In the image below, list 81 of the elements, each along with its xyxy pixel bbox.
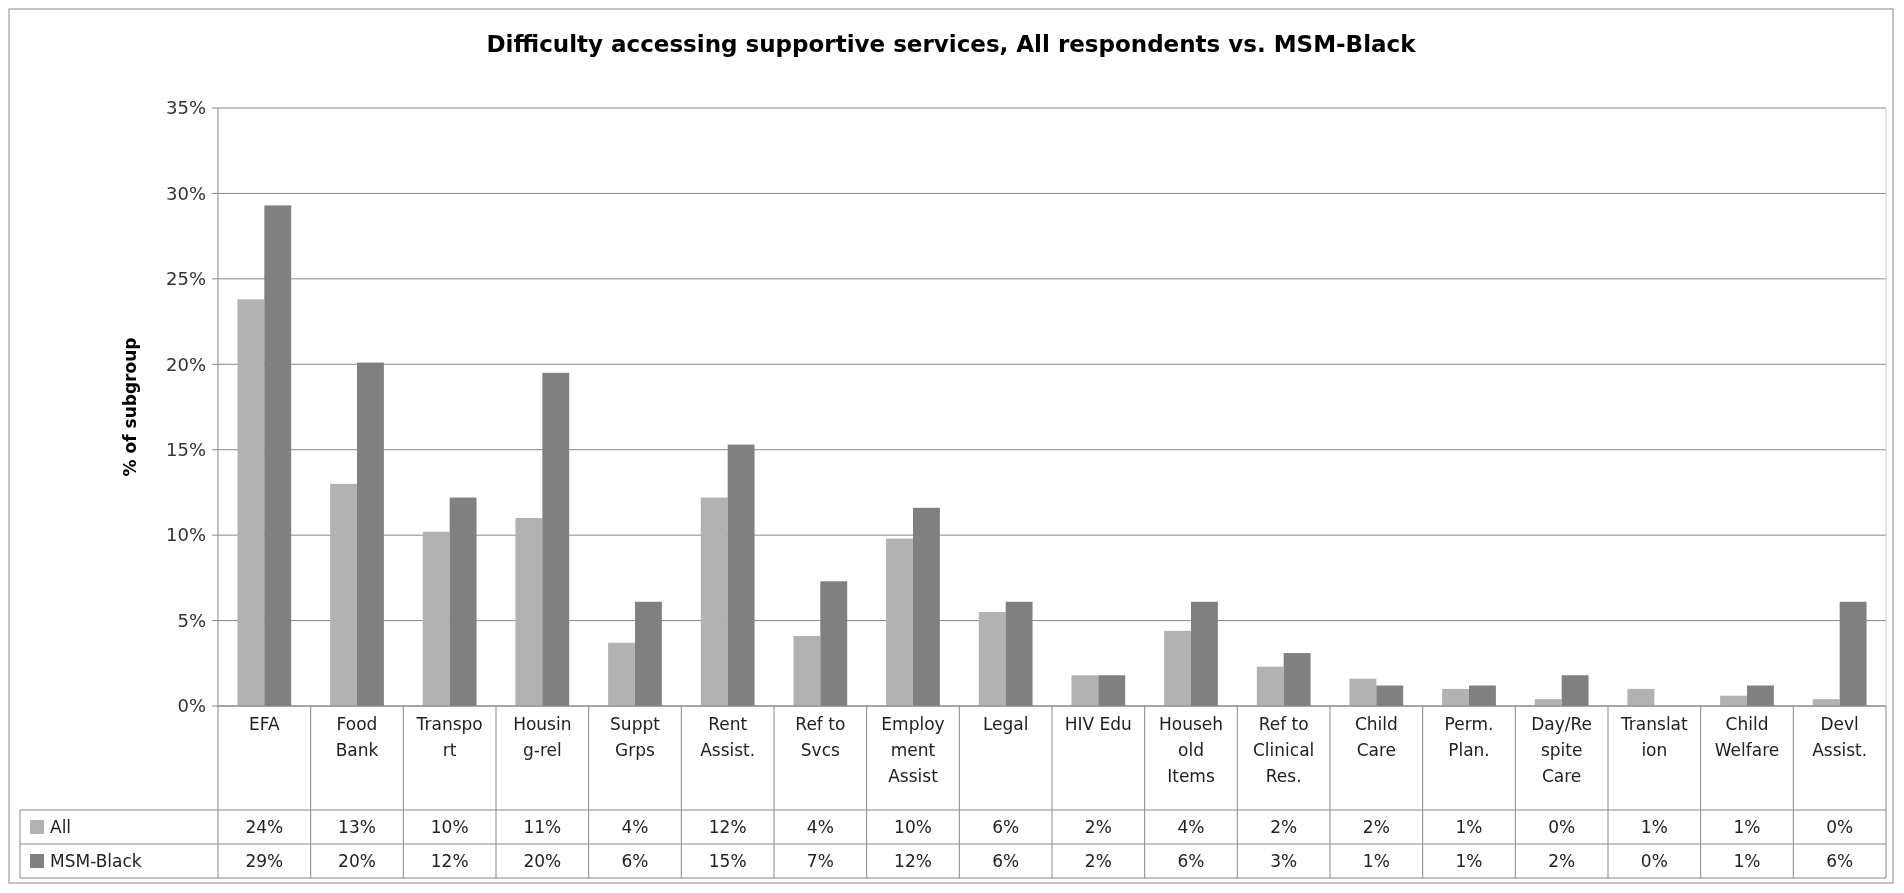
- x-tick-label: Perm. Plan.: [1444, 714, 1494, 760]
- x-tick-label: Translation: [1619, 714, 1689, 760]
- data-label: 29%: [245, 850, 284, 871]
- data-label: 4%: [621, 816, 649, 837]
- x-tick-label: Child Care: [1354, 714, 1398, 760]
- data-label: 10%: [430, 816, 469, 837]
- bar: [1164, 630, 1191, 706]
- bar: [978, 612, 1006, 706]
- x-tick-label: Legal: [982, 714, 1029, 734]
- x-tick-label: Child Welfare: [1714, 714, 1780, 760]
- data-label: 2%: [1084, 816, 1112, 837]
- data-label: 4%: [806, 816, 834, 837]
- x-tick-label: Transport: [415, 714, 483, 760]
- data-label: 10%: [894, 816, 932, 837]
- data-label: 12%: [708, 816, 747, 837]
- data-label: 0%: [1640, 850, 1668, 871]
- data-label: 1%: [1733, 816, 1761, 837]
- y-tick-label: 20%: [165, 353, 206, 375]
- bar: [1627, 688, 1655, 706]
- bar: [237, 299, 265, 706]
- bar: [1256, 666, 1284, 706]
- data-label: 12%: [430, 850, 469, 871]
- x-tick-label: Suppt Grps: [610, 714, 661, 760]
- bar: [330, 483, 357, 706]
- data-label: 20%: [523, 850, 562, 871]
- data-label: 1%: [1455, 850, 1483, 871]
- bar: [1071, 675, 1099, 706]
- bar: [608, 642, 635, 706]
- data-label: 15%: [708, 850, 747, 871]
- x-tick-label: Food Bank: [335, 714, 379, 760]
- bar: [793, 635, 821, 706]
- x-tick-label: Household Items: [1158, 714, 1224, 786]
- data-label: 7%: [806, 850, 834, 871]
- legend-label: MSM-Black: [50, 850, 142, 871]
- data-label: 0%: [1548, 816, 1576, 837]
- x-tick-label: EFA: [249, 714, 280, 734]
- data-label: 6%: [992, 850, 1020, 871]
- y-tick-label: 0%: [177, 695, 206, 717]
- chart-title: Difficulty accessing supportive services, All respondents vs. MSM-Black: [486, 31, 1417, 57]
- data-label: 2%: [1362, 816, 1390, 837]
- data-label: 2%: [1270, 816, 1298, 837]
- y-tick-label: 30%: [165, 182, 206, 204]
- bar: [515, 518, 543, 706]
- x-tick-label: Ref to Svcs: [795, 714, 846, 760]
- y-tick-label: 10%: [165, 524, 206, 546]
- y-tick-label: 5%: [177, 609, 206, 631]
- data-label: 3%: [1270, 850, 1298, 871]
- bar: [1442, 688, 1469, 706]
- x-tick-label: Employment Assist: [881, 714, 945, 786]
- data-label: 11%: [523, 816, 562, 837]
- data-label: 6%: [621, 850, 649, 871]
- data-label: 6%: [1177, 850, 1205, 871]
- y-tick-label: 15%: [165, 439, 206, 461]
- data-label: 20%: [338, 850, 376, 871]
- data-label: 13%: [338, 816, 376, 837]
- data-label: 4%: [1177, 816, 1205, 837]
- data-label: 1%: [1733, 850, 1761, 871]
- data-label: 12%: [894, 850, 932, 871]
- data-label: 6%: [992, 816, 1020, 837]
- data-label: 24%: [245, 816, 284, 837]
- data-label: 6%: [1826, 850, 1854, 871]
- data-label: 2%: [1548, 850, 1576, 871]
- data-label: 1%: [1640, 816, 1668, 837]
- bar: [422, 531, 450, 706]
- data-label: 2%: [1084, 850, 1112, 871]
- bar: [1349, 678, 1377, 706]
- x-tick-label: Ref to Clinical Res.: [1253, 714, 1315, 786]
- y-tick-label: 25%: [165, 268, 206, 290]
- x-tick-label: Devl Assist.: [1812, 714, 1868, 760]
- bar: [700, 497, 728, 706]
- x-tick-label: Housing-rel: [513, 714, 572, 760]
- data-label: 0%: [1826, 816, 1854, 837]
- y-tick-label: 35%: [165, 97, 206, 119]
- y-axis-title: % of subgroup: [120, 337, 140, 477]
- x-tick-label: Day/Respite Care: [1531, 714, 1593, 786]
- x-tick-label: HIV Edu: [1064, 714, 1132, 734]
- data-label: 1%: [1455, 816, 1483, 837]
- legend-label: All: [50, 816, 72, 837]
- x-tick-label: Rent Assist.: [700, 714, 756, 760]
- data-label: 1%: [1362, 850, 1390, 871]
- bar: [886, 538, 913, 706]
